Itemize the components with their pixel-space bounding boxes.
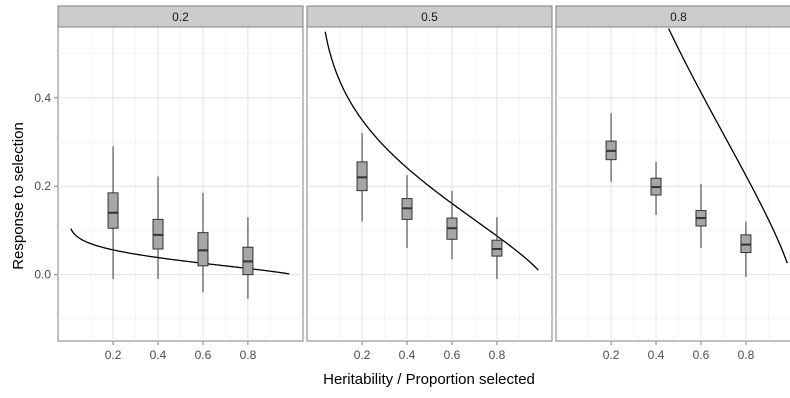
boxplot-0.6 bbox=[446, 190, 458, 260]
y-tick-label: 0.0 bbox=[34, 268, 51, 282]
boxplot-0.8 bbox=[491, 217, 503, 280]
y-tick-label: 0.4 bbox=[34, 91, 51, 105]
boxplot-0.4 bbox=[650, 161, 662, 215]
panel-background bbox=[555, 26, 790, 342]
boxplot-0.4 bbox=[401, 175, 413, 249]
x-tick-label: 0.8 bbox=[240, 348, 257, 362]
x-axis-0.2: 0.2 0.4 0.6 0.8 bbox=[105, 341, 257, 362]
y-tick-label: 0.2 bbox=[34, 179, 51, 193]
y-axis: 0.0 0.2 0.4 bbox=[34, 91, 58, 282]
boxplot-0.2 bbox=[107, 146, 119, 280]
boxplot-0.6 bbox=[695, 184, 707, 249]
facet-panel-0.8: 0.8 bbox=[555, 5, 790, 342]
facet-strip-label: 0.8 bbox=[670, 10, 687, 24]
facet-strip bbox=[555, 5, 790, 28]
x-tick-label: 0.4 bbox=[150, 348, 167, 362]
x-axis-0.8: 0.2 0.4 0.6 0.8 bbox=[603, 341, 755, 362]
boxplot-0.2 bbox=[356, 133, 368, 222]
x-tick-label: 0.2 bbox=[105, 348, 122, 362]
x-axes: 0.2 0.4 0.6 0.8 0.2 0.4 0.6 0.8 0.2 0.4 0.6 0.8 bbox=[105, 341, 755, 362]
boxplot-0.6 bbox=[197, 192, 209, 293]
box-iqr bbox=[197, 232, 209, 267]
x-tick-label: 0.2 bbox=[354, 348, 371, 362]
facet-panel-0.5: 0.5 bbox=[306, 5, 553, 342]
theory-curve bbox=[668, 28, 788, 264]
x-tick-label: 0.6 bbox=[444, 348, 461, 362]
facet-strip bbox=[306, 5, 553, 28]
boxplot-0.8 bbox=[242, 217, 254, 299]
box-iqr bbox=[107, 192, 119, 229]
boxplot-0.2 bbox=[605, 113, 617, 182]
facet-strip-label: 0.2 bbox=[172, 10, 189, 24]
facet-panels: 0.2 0.5 0.8 bbox=[57, 5, 790, 342]
theory-curve bbox=[324, 31, 539, 271]
x-axis-0.5: 0.2 0.4 0.6 0.8 bbox=[354, 341, 506, 362]
boxplot-0.8 bbox=[740, 221, 752, 277]
x-tick-label: 0.6 bbox=[693, 348, 710, 362]
x-tick-label: 0.8 bbox=[738, 348, 755, 362]
box-iqr bbox=[356, 161, 368, 192]
x-tick-label: 0.4 bbox=[399, 348, 416, 362]
facet-panel-0.2: 0.2 bbox=[57, 5, 304, 342]
facet-strip-label: 0.5 bbox=[421, 10, 438, 24]
x-tick-label: 0.8 bbox=[489, 348, 506, 362]
x-tick-label: 0.2 bbox=[603, 348, 620, 362]
x-axis-title: Heritability / Proportion selected bbox=[323, 371, 535, 388]
x-tick-label: 0.4 bbox=[648, 348, 665, 362]
boxplot-0.4 bbox=[152, 176, 164, 280]
x-tick-label: 0.6 bbox=[195, 348, 212, 362]
facet-strip bbox=[57, 5, 304, 28]
y-axis-title: Response to selection bbox=[10, 122, 27, 270]
